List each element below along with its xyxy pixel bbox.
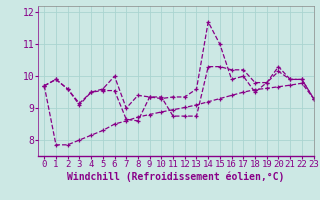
X-axis label: Windchill (Refroidissement éolien,°C): Windchill (Refroidissement éolien,°C) (67, 172, 285, 182)
